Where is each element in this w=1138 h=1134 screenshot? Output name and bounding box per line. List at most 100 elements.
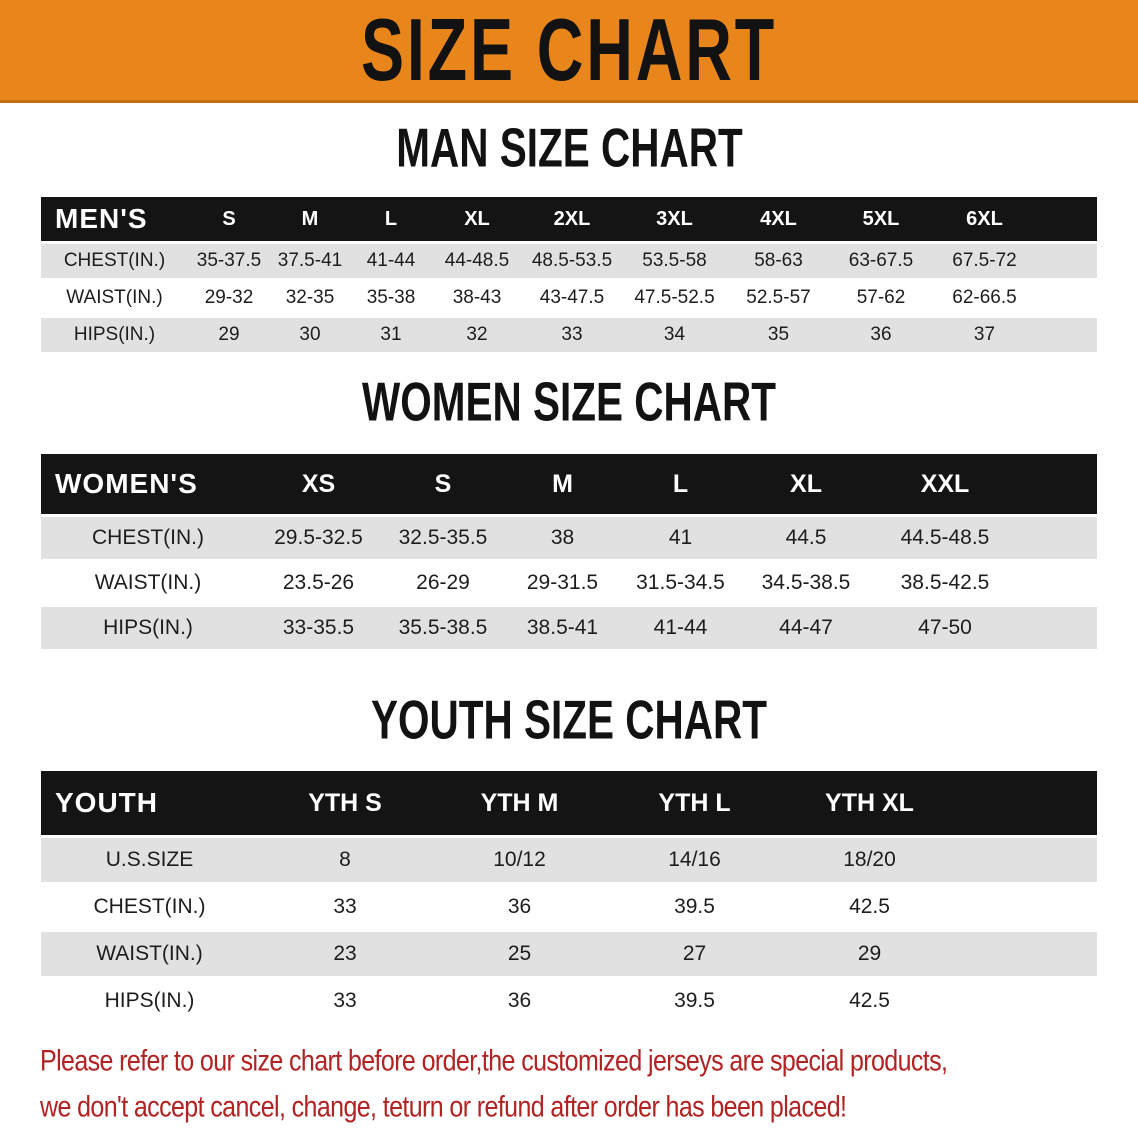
- size-value-cell: 63-67.5: [830, 244, 932, 278]
- youth-size-chart-heading: YOUTH SIZE CHART: [0, 688, 1138, 757]
- size-value-cell: 23.5-26: [255, 562, 382, 604]
- column-header-cell: M: [270, 197, 350, 241]
- size-value-cell: 58-63: [727, 244, 830, 278]
- size-value-cell: 30: [270, 318, 350, 352]
- youth-size-chart-heading-text: YOUTH SIZE CHART: [370, 688, 767, 751]
- column-header-cell: XXL: [872, 454, 1018, 514]
- size-value-cell: 32-35: [270, 281, 350, 315]
- row-label-cell: WAIST(IN.): [41, 932, 258, 976]
- row-label-cell: HIPS(IN.): [41, 979, 258, 1023]
- column-header-cell: 2XL: [522, 197, 622, 241]
- mens-table-header-row: MEN'S S M L XL 2XL 3XL 4XL 5XL 6XL: [41, 197, 1097, 241]
- column-header-cell: XS: [255, 454, 382, 514]
- spacer-cell: [1018, 607, 1097, 649]
- size-value-cell: 33-35.5: [255, 607, 382, 649]
- spacer-cell: [1018, 562, 1097, 604]
- size-value-cell: 57-62: [830, 281, 932, 315]
- size-value-cell: 8: [258, 838, 432, 882]
- size-value-cell: 53.5-58: [622, 244, 727, 278]
- size-value-cell: 47-50: [872, 607, 1018, 649]
- size-value-cell: 29.5-32.5: [255, 517, 382, 559]
- spacer-cell: [957, 979, 1097, 1023]
- note-line-1: Please refer to our size chart before or…: [40, 1044, 948, 1078]
- women-size-chart-heading: WOMEN SIZE CHART: [0, 370, 1138, 439]
- table-row: WAIST(IN.) 23.5-26 26-29 29-31.5 31.5-34.5 34…: [41, 562, 1097, 604]
- spacer-cell: [1037, 281, 1097, 315]
- spacer-cell: [957, 885, 1097, 929]
- size-value-cell: 26-29: [382, 562, 504, 604]
- size-value-cell: 48.5-53.5: [522, 244, 622, 278]
- size-value-cell: 35: [727, 318, 830, 352]
- column-header-cell: YTH L: [607, 771, 782, 835]
- row-label-cell: HIPS(IN.): [41, 607, 255, 649]
- size-value-cell: 42.5: [782, 979, 957, 1023]
- table-row: WAIST(IN.) 29-32 32-35 35-38 38-43 43-47.5 47.…: [41, 281, 1097, 315]
- column-header-cell: 4XL: [727, 197, 830, 241]
- size-value-cell: 37: [932, 318, 1037, 352]
- size-value-cell: 67.5-72: [932, 244, 1037, 278]
- size-value-cell: 35-38: [350, 281, 432, 315]
- spacer-cell: [1037, 318, 1097, 352]
- table-row: HIPS(IN.) 29 30 31 32 33 34 35 36 37: [41, 318, 1097, 352]
- size-value-cell: 44.5-48.5: [872, 517, 1018, 559]
- size-value-cell: 62-66.5: [932, 281, 1037, 315]
- size-value-cell: 35-37.5: [188, 244, 270, 278]
- size-value-cell: 44.5: [740, 517, 872, 559]
- size-value-cell: 52.5-57: [727, 281, 830, 315]
- youth-table-header-row: YOUTH YTH S YTH M YTH L YTH XL: [41, 771, 1097, 835]
- column-header-cell: YTH XL: [782, 771, 957, 835]
- spacer-cell: [957, 838, 1097, 882]
- table-title-cell: YOUTH: [41, 771, 258, 835]
- spacer-cell: [1037, 244, 1097, 278]
- size-value-cell: 39.5: [607, 885, 782, 929]
- size-value-cell: 33: [522, 318, 622, 352]
- size-value-cell: 39.5: [607, 979, 782, 1023]
- size-value-cell: 10/12: [432, 838, 607, 882]
- table-title-cell: MEN'S: [41, 197, 188, 241]
- size-value-cell: 27: [607, 932, 782, 976]
- size-value-cell: 32.5-35.5: [382, 517, 504, 559]
- row-label-cell: CHEST(IN.): [41, 885, 258, 929]
- size-chart-banner: SIZE CHART: [0, 0, 1138, 103]
- spacer-cell: [957, 771, 1097, 835]
- size-value-cell: 42.5: [782, 885, 957, 929]
- size-value-cell: 35.5-38.5: [382, 607, 504, 649]
- spacer-cell: [1018, 517, 1097, 559]
- size-value-cell: 44-47: [740, 607, 872, 649]
- man-size-chart-heading: MAN SIZE CHART: [0, 116, 1138, 185]
- row-label-cell: HIPS(IN.): [41, 318, 188, 352]
- row-label-cell: WAIST(IN.): [41, 281, 188, 315]
- spacer-cell: [1037, 197, 1097, 241]
- column-header-cell: XL: [740, 454, 872, 514]
- table-row: HIPS(IN.) 33-35.5 35.5-38.5 38.5-41 41-44 44-…: [41, 607, 1097, 649]
- row-label-cell: CHEST(IN.): [41, 517, 255, 559]
- size-value-cell: 23: [258, 932, 432, 976]
- size-value-cell: 38: [504, 517, 621, 559]
- column-header-cell: XL: [432, 197, 522, 241]
- size-value-cell: 47.5-52.5: [622, 281, 727, 315]
- row-label-cell: CHEST(IN.): [41, 244, 188, 278]
- size-value-cell: 41-44: [621, 607, 740, 649]
- size-value-cell: 36: [830, 318, 932, 352]
- table-row: WAIST(IN.) 23 25 27 29: [41, 932, 1097, 976]
- table-row: CHEST(IN.) 35-37.5 37.5-41 41-44 44-48.5 48.5…: [41, 244, 1097, 278]
- column-header-cell: 6XL: [932, 197, 1037, 241]
- size-value-cell: 36: [432, 979, 607, 1023]
- column-header-cell: YTH M: [432, 771, 607, 835]
- size-value-cell: 32: [432, 318, 522, 352]
- column-header-cell: L: [350, 197, 432, 241]
- row-label-cell: U.S.SIZE: [41, 838, 258, 882]
- size-value-cell: 41: [621, 517, 740, 559]
- note-line-2: we don't accept cancel, change, teturn o…: [40, 1090, 847, 1124]
- column-header-cell: YTH S: [258, 771, 432, 835]
- size-value-cell: 18/20: [782, 838, 957, 882]
- size-value-cell: 33: [258, 885, 432, 929]
- size-value-cell: 14/16: [607, 838, 782, 882]
- column-header-cell: L: [621, 454, 740, 514]
- table-row: HIPS(IN.) 33 36 39.5 42.5: [41, 979, 1097, 1023]
- size-value-cell: 36: [432, 885, 607, 929]
- row-label-cell: WAIST(IN.): [41, 562, 255, 604]
- size-value-cell: 38.5-41: [504, 607, 621, 649]
- size-value-cell: 34.5-38.5: [740, 562, 872, 604]
- size-value-cell: 37.5-41: [270, 244, 350, 278]
